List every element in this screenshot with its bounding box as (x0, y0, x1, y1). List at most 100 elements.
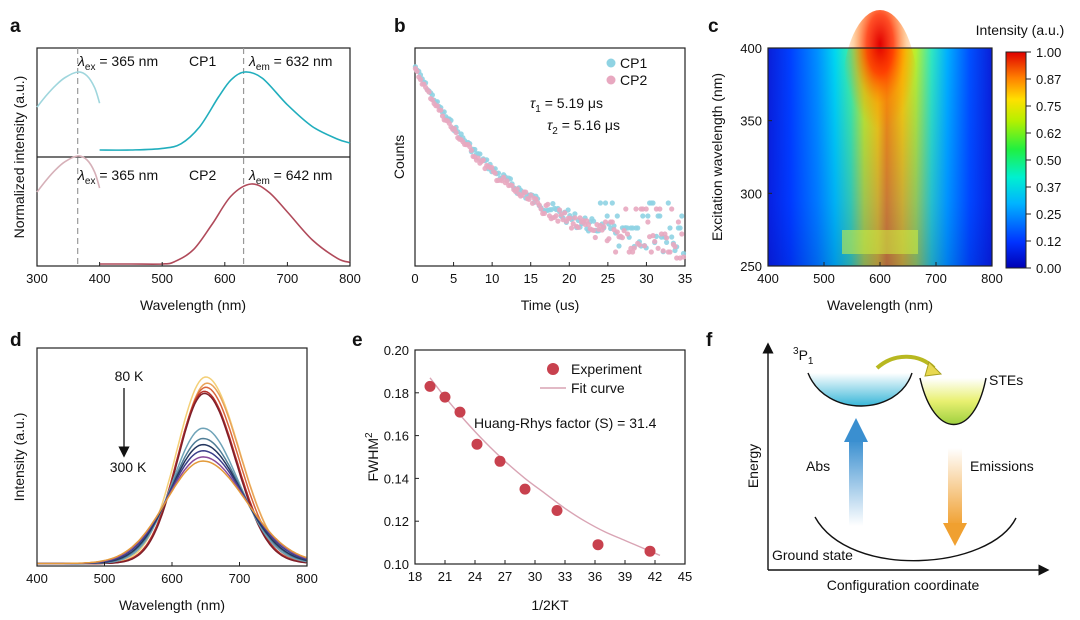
decay-point-cp2 (468, 147, 474, 153)
ground-state-curve (814, 516, 1017, 562)
cp2-emission-curve (99, 183, 351, 265)
decay-point-cp2 (509, 183, 515, 189)
decay-point-cp2 (636, 242, 643, 248)
panel-b: b CP1 CP2 τ1 = 5.19 μs τ2 = 5.16 μs 0 5 10… (391, 16, 692, 313)
decay-point-cp2 (492, 170, 498, 176)
decay-point-cp1 (664, 239, 670, 245)
decay-point-cp1 (667, 225, 673, 231)
panel-letter-f: f (706, 330, 713, 351)
panel-f: f Energy Configuration coordinate 3P1 ST… (706, 330, 1050, 593)
cp2-legend-label: CP2 (620, 72, 647, 88)
ground-state-label: Ground state (772, 547, 853, 563)
panel-d-y-label: Intensity (a.u.) (11, 413, 27, 502)
decay-point-cp2 (453, 129, 459, 136)
temperature-spectrum-6 (37, 427, 307, 565)
decay-point-cp2 (648, 249, 654, 255)
decay-point-cp2 (545, 201, 551, 207)
panel-d-x-tick-label: 800 (296, 571, 318, 586)
decay-point-cp2 (438, 107, 444, 113)
tau2-label: τ2 = 5.16 μs (547, 117, 620, 137)
panel-e-x-tick-label: 18 (408, 569, 422, 584)
cp1-legend-label: CP1 (620, 55, 647, 71)
experiment-point (494, 455, 506, 467)
panel-e-x-tick-label: 45 (678, 569, 692, 584)
decay-point-cp2 (417, 76, 424, 83)
panel-e: e Experiment Fit curve Huang-Rhys factor… (352, 330, 692, 613)
panel-b-x-label: Time (us) (521, 297, 580, 313)
panel-e-y-tick-label: 0.10 (384, 557, 409, 572)
emission-arrow-head (943, 523, 967, 546)
decay-point-cp2 (655, 245, 661, 251)
decay-point-cp2 (572, 215, 578, 221)
panel-e-y-tick-label: 0.12 (384, 514, 409, 529)
panel-d-x-ticks: 400 500 600 700 800 (26, 562, 318, 586)
decay-point-cp2 (624, 231, 631, 237)
decay-point-cp1 (669, 234, 675, 240)
abs-arrow-shaft (849, 440, 863, 526)
experiment-point (471, 438, 483, 450)
decay-point-cp2 (414, 68, 420, 74)
decay-point-cp2 (667, 249, 673, 255)
decay-point-cp2 (621, 228, 627, 234)
heatmap-lower-band (842, 230, 918, 254)
decay-point-cp2 (630, 249, 636, 255)
cp2-excitation-label: λex = 365 nm (77, 167, 158, 187)
panel-d-x-tick-label: 600 (161, 571, 183, 586)
panel-a-x-label: Wavelength (nm) (140, 297, 246, 313)
decay-point-cp1 (635, 225, 641, 231)
panel-c-y-tick-label: 300 (740, 186, 762, 201)
panel-c-y-tick-label: 350 (740, 114, 762, 129)
p1-state-label: 3P1 (793, 346, 814, 367)
temperature-spectrum-9 (37, 450, 307, 565)
decay-point-cp1 (611, 223, 617, 229)
fit-legend-label: Fit curve (571, 380, 625, 396)
panel-b-x-tick-label: 15 (523, 271, 537, 286)
decay-point-cp2 (526, 196, 532, 202)
panel-b-x-tick-label: 25 (601, 271, 615, 286)
panel-e-x-tick-label: 42 (648, 569, 662, 584)
stes-label: STEs (989, 372, 1023, 388)
decay-point-cp2 (680, 254, 687, 260)
panel-b-x-tick-label: 35 (678, 271, 692, 286)
experiment-legend-label: Experiment (571, 361, 642, 377)
panel-e-frame (414, 349, 686, 565)
decay-point-cp2 (657, 206, 663, 212)
decay-point-cp1 (650, 200, 656, 206)
decay-point-cp2 (434, 103, 440, 109)
decay-point-cp1 (602, 200, 609, 206)
panel-a: a λex = 365 nm CP1 λem = 632 nm λex = 36… (10, 16, 361, 313)
decay-point-cp2 (633, 206, 639, 212)
panel-b-x-ticks: 0 5 10 15 20 25 30 35 (411, 262, 692, 286)
decay-point-cp2 (553, 213, 559, 219)
panel-e-x-tick-label: 27 (498, 569, 512, 584)
panel-c-y-tick-label: 250 (740, 259, 762, 274)
p1-well-curve (807, 372, 913, 407)
panel-letter-b: b (394, 16, 406, 37)
decay-point-cp2 (568, 225, 575, 231)
experiment-point (424, 380, 436, 392)
panel-a-x-ticks: 300 400 500 600 700 800 (26, 262, 361, 286)
decay-point-cp2 (528, 192, 534, 198)
decay-point-cp1 (616, 243, 622, 249)
decay-point-cp2 (652, 238, 658, 245)
stes-well-fill (920, 378, 986, 425)
decay-point-cp2 (672, 244, 678, 250)
panel-letter-a: a (10, 16, 21, 37)
panel-c-x-label: Wavelength (nm) (827, 297, 933, 313)
panel-letter-d: d (10, 330, 22, 351)
colorbar-tick-label: 0.87 (1036, 72, 1061, 87)
decay-point-cp2 (567, 215, 573, 221)
decay-point-cp2 (557, 207, 563, 213)
decay-point-cp2 (645, 219, 651, 225)
heatmap-hotspot (842, 10, 918, 180)
panel-e-x-tick-label: 24 (468, 569, 482, 584)
panel-b-frame (414, 47, 686, 267)
decay-point-cp2 (451, 126, 457, 132)
decay-point-cp1 (477, 151, 483, 157)
decay-point-cp2 (529, 200, 536, 206)
panel-c-y-tick-label: 400 (740, 41, 762, 56)
decay-points (412, 64, 687, 261)
panel-a-x-tick-label: 800 (339, 271, 361, 286)
colorbar-tick-label: 0.37 (1036, 180, 1061, 195)
